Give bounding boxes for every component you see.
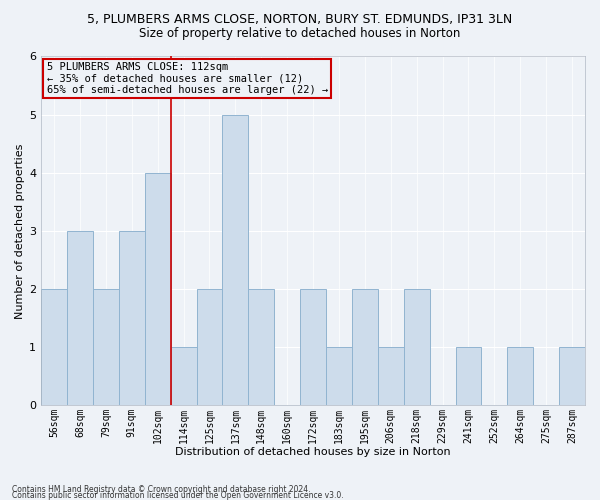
Text: Contains public sector information licensed under the Open Government Licence v3: Contains public sector information licen… <box>12 491 344 500</box>
Y-axis label: Number of detached properties: Number of detached properties <box>15 143 25 318</box>
Bar <box>455 347 481 406</box>
Bar <box>145 173 170 406</box>
Text: 5 PLUMBERS ARMS CLOSE: 112sqm
← 35% of detached houses are smaller (12)
65% of s: 5 PLUMBERS ARMS CLOSE: 112sqm ← 35% of d… <box>47 62 328 95</box>
Bar <box>248 289 274 406</box>
Text: Contains HM Land Registry data © Crown copyright and database right 2024.: Contains HM Land Registry data © Crown c… <box>12 484 311 494</box>
Text: Size of property relative to detached houses in Norton: Size of property relative to detached ho… <box>139 28 461 40</box>
Bar <box>197 289 223 406</box>
Bar <box>119 231 145 406</box>
Bar <box>93 289 119 406</box>
Bar <box>378 347 404 406</box>
Text: 5, PLUMBERS ARMS CLOSE, NORTON, BURY ST. EDMUNDS, IP31 3LN: 5, PLUMBERS ARMS CLOSE, NORTON, BURY ST.… <box>88 12 512 26</box>
Bar <box>559 347 585 406</box>
Bar <box>170 347 197 406</box>
X-axis label: Distribution of detached houses by size in Norton: Distribution of detached houses by size … <box>175 448 451 458</box>
Bar <box>67 231 93 406</box>
Bar <box>352 289 378 406</box>
Bar <box>300 289 326 406</box>
Bar <box>41 289 67 406</box>
Bar <box>508 347 533 406</box>
Bar <box>223 114 248 406</box>
Bar <box>326 347 352 406</box>
Bar <box>404 289 430 406</box>
